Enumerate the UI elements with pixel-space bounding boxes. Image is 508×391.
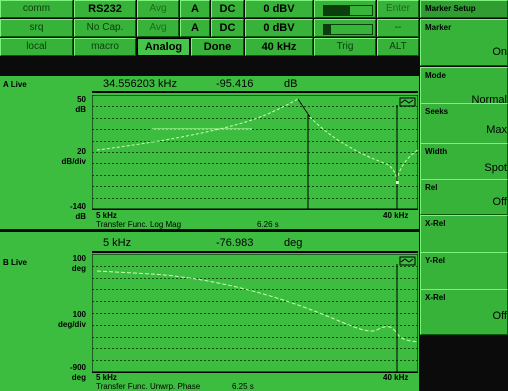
softkey-value: Max (486, 124, 507, 136)
trace-b-start-freq: 5 kHz (96, 373, 117, 382)
trace-b-readout-underline (92, 251, 418, 253)
trace-b-footer (92, 372, 418, 391)
trace-a-marker-freq: 34.556203 kHz (103, 78, 177, 90)
avg-indicator-1: Avg (137, 0, 179, 18)
trace-a-name: A Live (3, 80, 27, 89)
rs232-indicator: RS232 (74, 0, 136, 18)
dc-coupling-indicator-2: DC (211, 19, 244, 37)
channel-a-indicator-1: A (180, 0, 210, 18)
channel-a-indicator-2: A (180, 19, 210, 37)
trace-b-phase-line (96, 270, 418, 343)
trace-b-top-unit: deg (71, 264, 86, 273)
trace-a-div-unit: dB/div (61, 157, 86, 166)
trace-b-name: B Live (3, 258, 28, 267)
trace-a-bottom-value: -140 (69, 202, 86, 211)
softkey-label: Rel (425, 183, 438, 192)
softkey-label: X-Rel (425, 219, 446, 228)
done-indicator: Done (191, 38, 244, 56)
input-range-1: 0 dBV (245, 0, 313, 18)
trace-b-bottom-unit: deg (71, 373, 86, 382)
dash-indicator: -- (377, 19, 419, 37)
trace-b-time: 6.25 s (232, 382, 254, 391)
trace-a-footer (92, 209, 418, 229)
alt-indicator: ALT (377, 38, 419, 56)
softkey-label: Width (425, 147, 448, 156)
softkey-value: Spot (484, 162, 507, 174)
trace-a-readout-underline (92, 91, 418, 93)
trace-a-start-freq: 5 kHz (96, 211, 117, 220)
local-indicator: local (0, 38, 73, 56)
span-indicator: 40 kHz (245, 38, 313, 56)
softkey-width[interactable]: Width Spot (420, 143, 508, 181)
softkey-label: Y-Rel (425, 256, 446, 265)
trace-b-marker-value: -76.983 (216, 237, 254, 249)
trace-a-top-unit: dB (75, 105, 86, 114)
softkey-rel[interactable]: Rel Off (420, 179, 508, 215)
trace-b-measurement: Transfer Func. Unwrp. Phase (96, 382, 201, 391)
trace-a-scale-icon (399, 97, 416, 107)
trace-b-scale-icon (399, 256, 416, 266)
softkey-x-rel[interactable]: X-Rel (420, 215, 508, 253)
trace-b-stop-freq: 40 kHz (383, 373, 409, 382)
softkey-marker[interactable]: Marker On (420, 19, 508, 66)
trace-a-marker-unit: dB (284, 78, 298, 90)
trigger-indicator: Trig (314, 38, 376, 56)
softkey-label: Marker (425, 23, 452, 32)
trace-b-div-value: 100 (72, 310, 86, 319)
trace-b-top-value: 100 (72, 254, 86, 263)
level-meter-icon (323, 24, 373, 35)
softkey-value: On (492, 46, 507, 58)
trace-b-plot (92, 254, 418, 372)
softkey-label: Mode (425, 71, 446, 80)
softkey-menu-title: Marker Setup (420, 0, 508, 18)
trace-a-bottom-unit: dB (75, 212, 86, 221)
trace-a-measurement: Transfer Func. Log Mag (96, 220, 182, 229)
trace-b-marker-unit: deg (284, 237, 303, 249)
softkey-value: Off (492, 310, 507, 322)
input-meter-1 (314, 0, 376, 18)
analog-indicator: Analog (137, 38, 190, 56)
trace-b-div-unit: deg/div (57, 320, 86, 329)
trace-b-marker-freq: 5 kHz (103, 237, 132, 249)
avg-indicator-2: Avg (137, 19, 179, 37)
trace-b-panel: B Live 5 kHz -76.983 deg 100 deg 100 deg… (0, 232, 419, 391)
softkey-menu-title-text: Marker Setup (425, 4, 476, 13)
trace-a-top-value: 50 (77, 95, 86, 104)
macro-indicator: macro (74, 38, 136, 56)
trace-a-marker-dot (396, 181, 399, 184)
comm-indicator: comm (0, 0, 73, 18)
capture-indicator: No Cap. (74, 19, 136, 37)
trace-a-plot (92, 95, 418, 209)
trace-a-time: 6.26 s (257, 220, 279, 229)
softkey-value: Off (492, 196, 507, 208)
softkey-y-rel[interactable]: Y-Rel (420, 252, 508, 290)
input-range-2: 0 dBV (245, 19, 313, 37)
softkey-label: Seeks (425, 107, 449, 116)
input-meter-2 (314, 19, 376, 37)
trace-a-div-value: 20 (77, 147, 86, 156)
trace-a-marker-value: -95.416 (216, 78, 254, 90)
trace-a-stop-freq: 40 kHz (383, 211, 409, 220)
trace-a-panel: A Live 34.556203 kHz -95.416 dB 50 dB 20… (0, 76, 419, 229)
softkey-label: X-Rel (425, 293, 446, 302)
level-meter-icon (323, 5, 373, 16)
trace-b-bottom-value: -900 (69, 363, 86, 372)
softkey-seeks[interactable]: Seeks Max (420, 103, 508, 147)
enter-indicator: Enter (377, 0, 419, 18)
softkey-x-rel-2[interactable]: X-Rel Off (420, 289, 508, 335)
dc-coupling-indicator-1: DC (211, 0, 244, 18)
srq-indicator: srq (0, 19, 73, 37)
